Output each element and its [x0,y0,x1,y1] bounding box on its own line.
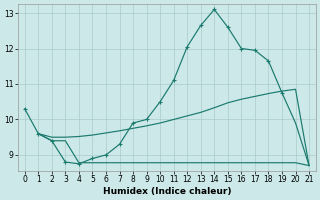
X-axis label: Humidex (Indice chaleur): Humidex (Indice chaleur) [103,187,231,196]
